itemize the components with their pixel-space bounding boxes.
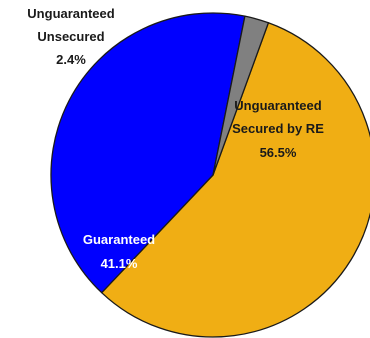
slice-label-guaranteed: Guaranteed 41.1% bbox=[83, 232, 155, 271]
slice-label-unsecured: Unguaranteed Unsecured 2.4% bbox=[27, 6, 114, 67]
slice-value-guaranteed: 41.1% bbox=[101, 256, 138, 271]
pie-slices bbox=[50, 12, 370, 338]
slice-label-secured-by-re: Unguaranteed Secured by RE 56.5% bbox=[232, 98, 324, 160]
slice-secured-by-re bbox=[101, 22, 370, 338]
slice-label-unsecured-line-1: Unguaranteed bbox=[27, 6, 114, 21]
slice-value-secured: 56.5% bbox=[260, 145, 297, 160]
slice-label-guaranteed-line-1: Guaranteed bbox=[83, 232, 155, 247]
slice-label-unsecured-line-2: Unsecured bbox=[37, 29, 104, 44]
slice-value-unsecured: 2.4% bbox=[56, 52, 86, 67]
slice-unsecured bbox=[212, 15, 270, 176]
slice-label-secured-line-2: Secured by RE bbox=[232, 121, 324, 136]
slice-label-secured-line-1: Unguaranteed bbox=[234, 98, 321, 113]
slice-guaranteed bbox=[50, 12, 246, 294]
